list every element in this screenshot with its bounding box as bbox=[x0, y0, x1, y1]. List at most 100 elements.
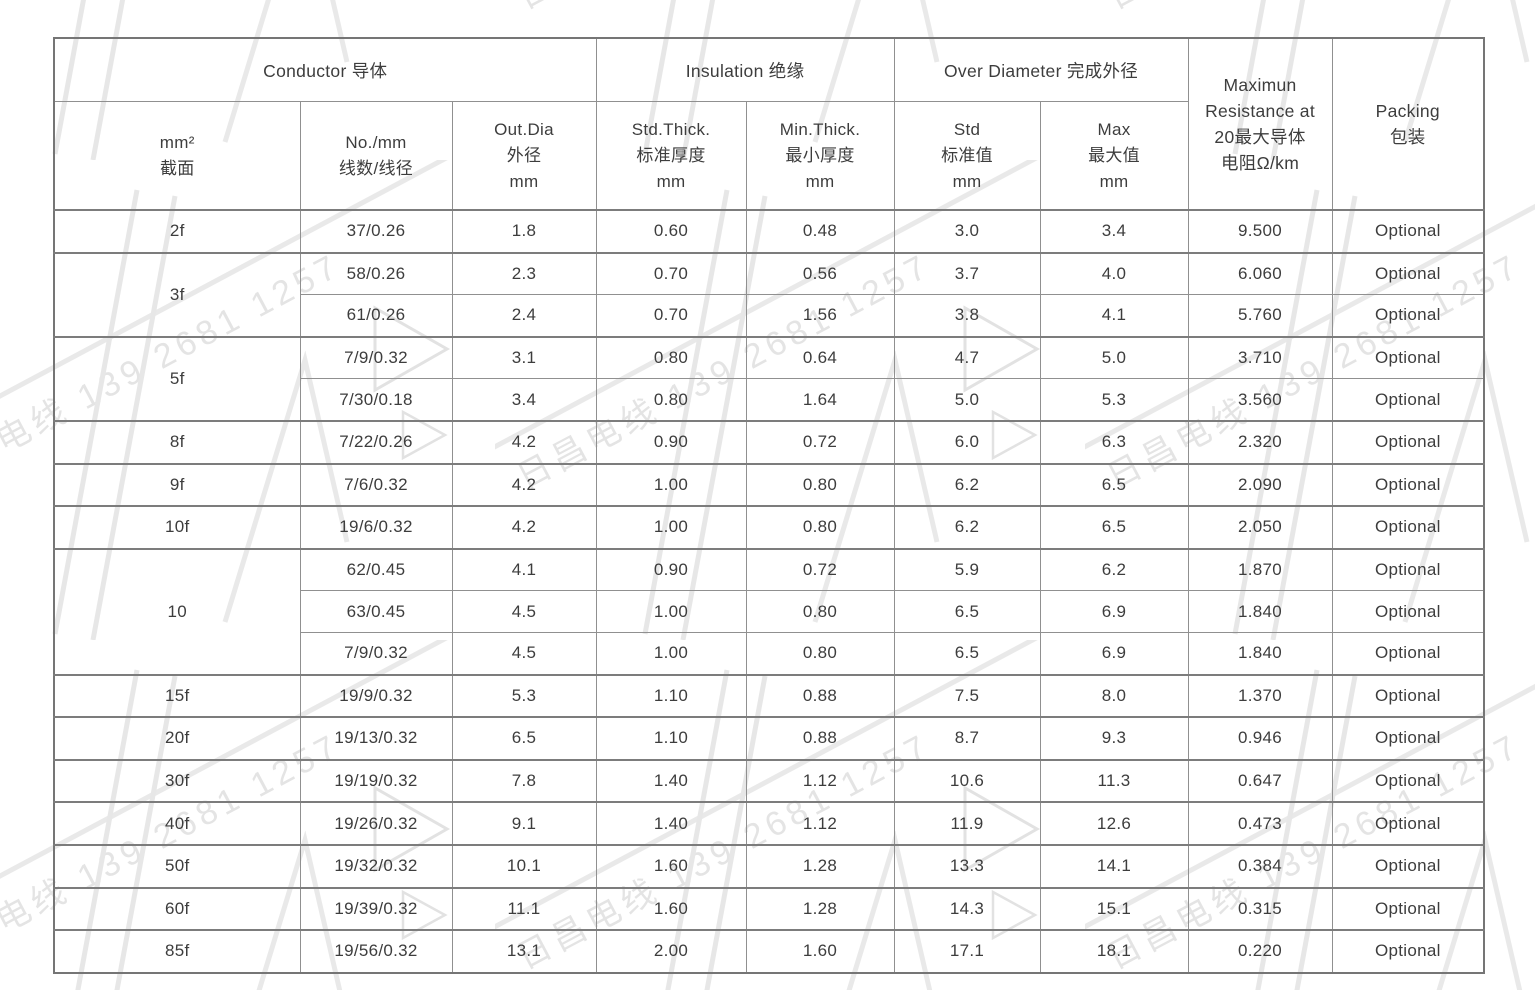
cell-resistance: 3.560 bbox=[1187, 378, 1333, 422]
cell-od-max: 6.5 bbox=[1039, 505, 1189, 550]
cell-out-dia: 4.5 bbox=[451, 631, 597, 676]
cell-size: 30f bbox=[53, 758, 301, 803]
header-line: Std bbox=[953, 119, 981, 139]
cell-min-thick: 0.72 bbox=[745, 419, 895, 465]
cell-packing: Optional bbox=[1331, 673, 1485, 718]
table-row: 3f 58/0.26 2.3 0.70 0.56 3.7 4.0 6.060 Optional bbox=[53, 251, 1485, 338]
cell-size: 10f bbox=[53, 505, 301, 550]
cell-out-dia: 3.4 bbox=[451, 378, 597, 422]
cell-size: 85f bbox=[53, 929, 301, 974]
cell-od-std: 4.7 bbox=[893, 335, 1041, 380]
cell-od-max: 6.5 bbox=[1039, 462, 1189, 507]
header-line: Resistance at bbox=[1205, 101, 1316, 121]
cell-od-std: 14.3 bbox=[893, 886, 1041, 931]
cell-od-max: 12.6 bbox=[1039, 801, 1189, 846]
cell-min-thick: 1.12 bbox=[745, 758, 895, 803]
cell-resistance: 1.370 bbox=[1187, 673, 1333, 718]
cell-packing: Optional bbox=[1331, 886, 1485, 931]
cell-min-thick: 1.60 bbox=[745, 929, 895, 974]
cell-min-thick: 1.28 bbox=[745, 886, 895, 931]
cell-od-std: 5.9 bbox=[893, 547, 1041, 592]
cell-std-thick: 1.00 bbox=[595, 631, 747, 676]
cell-resistance: 9.500 bbox=[1187, 209, 1333, 254]
cell-od-max: 6.9 bbox=[1039, 631, 1189, 676]
cell-od-max: 6.2 bbox=[1039, 547, 1189, 592]
cell-strands: 19/26/0.32 bbox=[299, 801, 453, 846]
cell-strands: 7/22/0.26 bbox=[299, 419, 453, 465]
table-row: 10 62/0.45 4.1 0.90 0.72 5.9 6.2 1.870 Optional bbox=[53, 547, 1485, 676]
cell-out-dia: 4.2 bbox=[451, 462, 597, 507]
cell-packing: Optional bbox=[1331, 378, 1485, 422]
cell-min-thick: 0.88 bbox=[745, 673, 895, 718]
header-line: mm bbox=[952, 171, 982, 191]
cell-od-std: 3.7 bbox=[893, 251, 1041, 296]
cell-od-std: 8.7 bbox=[893, 716, 1041, 761]
header-group-over-diameter: Over Diameter 完成外径 bbox=[893, 37, 1189, 102]
header-od-std: Std 标准值 mm bbox=[893, 101, 1041, 211]
cell-resistance: 0.946 bbox=[1187, 716, 1333, 761]
cell-std-thick: 1.10 bbox=[595, 716, 747, 761]
cell-od-max: 6.9 bbox=[1039, 590, 1189, 633]
cell-strands: 19/39/0.32 bbox=[299, 886, 453, 931]
cell-resistance: 1.840 bbox=[1187, 631, 1333, 676]
cell-packing: Optional bbox=[1331, 335, 1485, 380]
cell-out-dia: 7.8 bbox=[451, 758, 597, 803]
cell-strands: 7/9/0.32 bbox=[299, 631, 453, 676]
header-od-max: Max 最大值 mm bbox=[1039, 101, 1189, 211]
cell-strands: 37/0.26 bbox=[299, 209, 453, 254]
cell-od-max: 9.3 bbox=[1039, 716, 1189, 761]
header-size: mm² 截面 bbox=[53, 101, 301, 211]
cell-od-std: 6.5 bbox=[893, 631, 1041, 676]
header-line: mm bbox=[656, 171, 686, 191]
header-group-insulation: Insulation 绝缘 bbox=[595, 37, 895, 102]
header-min-thick: Min.Thick. 最小厚度 mm bbox=[745, 101, 895, 211]
table-row: 50f 19/32/0.32 10.1 1.60 1.28 13.3 14.1 0.384 Op… bbox=[53, 843, 1485, 888]
cell-resistance: 6.060 bbox=[1187, 251, 1333, 296]
cell-od-max: 14.1 bbox=[1039, 843, 1189, 888]
cell-packing: Optional bbox=[1331, 294, 1485, 338]
cell-min-thick: 0.80 bbox=[745, 505, 895, 550]
cell-packing: Optional bbox=[1331, 758, 1485, 803]
cell-strands: 7/6/0.32 bbox=[299, 462, 453, 507]
cell-od-max: 6.3 bbox=[1039, 419, 1189, 465]
header-std-thick: Std.Thick. 标准厚度 mm bbox=[595, 101, 747, 211]
cell-resistance: 0.473 bbox=[1187, 801, 1333, 846]
cell-out-dia: 4.2 bbox=[451, 505, 597, 550]
cell-packing: Optional bbox=[1331, 251, 1485, 296]
cell-size: 5f bbox=[53, 335, 301, 422]
cell-od-std: 3.0 bbox=[893, 209, 1041, 254]
cell-od-std: 6.2 bbox=[893, 462, 1041, 507]
cell-out-dia: 9.1 bbox=[451, 801, 597, 846]
cell-out-dia: 11.1 bbox=[451, 886, 597, 931]
cell-std-thick: 0.70 bbox=[595, 294, 747, 338]
cell-std-thick: 0.80 bbox=[595, 378, 747, 422]
header-line: 截面 bbox=[159, 158, 195, 178]
header-packing: Packing 包装 bbox=[1331, 37, 1485, 211]
cell-min-thick: 1.12 bbox=[745, 801, 895, 846]
header-line: Out.Dia bbox=[494, 119, 554, 139]
cell-packing: Optional bbox=[1331, 929, 1485, 974]
header-line: 标准厚度 bbox=[636, 145, 706, 165]
header-strands: No./mm 线数/线径 bbox=[299, 101, 453, 211]
cell-packing: Optional bbox=[1331, 716, 1485, 761]
cell-strands: 63/0.45 bbox=[299, 590, 453, 633]
table-row: 2f 37/0.26 1.8 0.60 0.48 3.0 3.4 9.500 Optional bbox=[53, 209, 1485, 254]
table-row: 15f 19/9/0.32 5.3 1.10 0.88 7.5 8.0 1.370 Option… bbox=[53, 673, 1485, 718]
cell-strands: 61/0.26 bbox=[299, 294, 453, 338]
cell-resistance: 0.220 bbox=[1187, 929, 1333, 974]
cell-od-std: 7.5 bbox=[893, 673, 1041, 718]
cell-od-std: 11.9 bbox=[893, 801, 1041, 846]
cell-od-std: 5.0 bbox=[893, 378, 1041, 422]
cell-size: 10 bbox=[53, 547, 301, 676]
cell-std-thick: 0.90 bbox=[595, 547, 747, 592]
cell-od-max: 5.0 bbox=[1039, 335, 1189, 380]
cell-out-dia: 13.1 bbox=[451, 929, 597, 974]
cell-strands: 19/13/0.32 bbox=[299, 716, 453, 761]
header-line: 20最大导体 bbox=[1214, 127, 1306, 147]
header-group-conductor: Conductor 导体 bbox=[53, 37, 597, 102]
cell-size: 60f bbox=[53, 886, 301, 931]
cell-packing: Optional bbox=[1331, 419, 1485, 465]
cell-std-thick: 0.70 bbox=[595, 251, 747, 296]
cell-packing: Optional bbox=[1331, 462, 1485, 507]
cell-out-dia: 4.1 bbox=[451, 547, 597, 592]
